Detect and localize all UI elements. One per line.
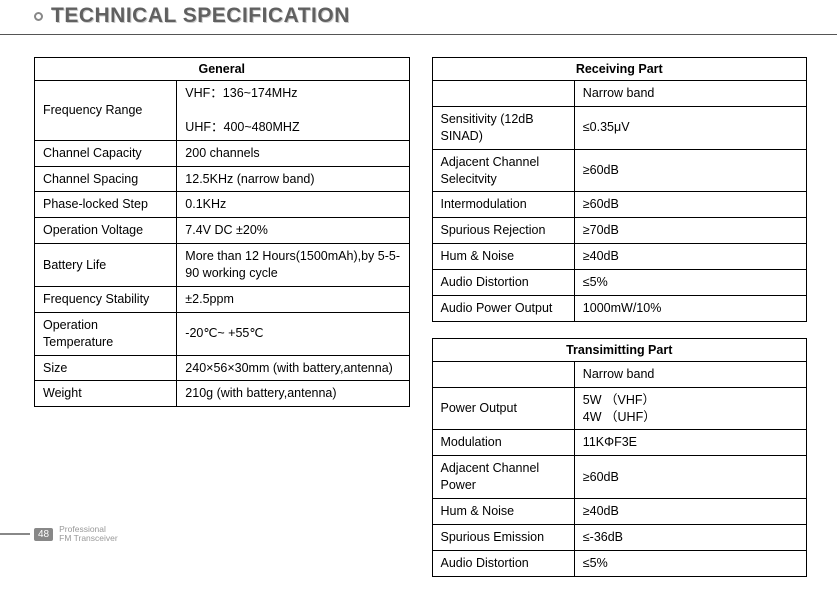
table-row: Weight210g (with battery,antenna): [35, 381, 410, 407]
transmitting-table: Transimitting Part Narrow band Power Out…: [432, 338, 808, 577]
page-header: TECHNICAL SPECIFICATION: [0, 0, 837, 35]
table-row: Channel Spacing12.5KHz (narrow band): [35, 166, 410, 192]
row-label: Spurious Rejection: [432, 218, 574, 244]
table-row: Intermodulation≥60dB: [432, 192, 807, 218]
table-row: Frequency Stability±2.5ppm: [35, 286, 410, 312]
row-label: Hum & Noise: [432, 499, 574, 525]
table-row: Channel Capacity200 channels: [35, 140, 410, 166]
left-column: General Frequency RangeVHF：136~174MHz UH…: [34, 57, 410, 593]
row-value: ≥60dB: [574, 192, 806, 218]
table-row: Spurious Emission≤-36dB: [432, 524, 807, 550]
row-label: Frequency Stability: [35, 286, 177, 312]
table-row: Audio Power Output1000mW/10%: [432, 295, 807, 321]
row-value: ≥40dB: [574, 499, 806, 525]
row-value: 1000mW/10%: [574, 295, 806, 321]
row-label: Audio Distortion: [432, 270, 574, 296]
row-label: Spurious Emission: [432, 524, 574, 550]
transmitting-heading: Transimitting Part: [432, 338, 807, 361]
table-row: Frequency RangeVHF：136~174MHz UHF：400~48…: [35, 81, 410, 141]
general-heading: General: [35, 58, 410, 81]
row-value: ≥70dB: [574, 218, 806, 244]
receiving-heading: Receiving Part: [432, 58, 807, 81]
row-value: 5W （VHF） 4W （UHF）: [574, 387, 806, 430]
footer-text: Professional FM Transceiver: [59, 525, 118, 543]
row-label: Power Output: [432, 387, 574, 430]
row-value: 240×56×30mm (with battery,antenna): [177, 355, 409, 381]
row-value: ≤-36dB: [574, 524, 806, 550]
row-value: VHF：136~174MHz UHF：400~480MHZ: [177, 81, 409, 141]
row-label: Intermodulation: [432, 192, 574, 218]
row-value: ≥40dB: [574, 244, 806, 270]
footer-line2: FM Transceiver: [59, 534, 118, 543]
table-row: Adjacent Channel Selecitvity≥60dB: [432, 149, 807, 192]
row-label: Operation Temperature: [35, 312, 177, 355]
row-label: Hum & Noise: [432, 244, 574, 270]
transmitting-sub: Narrow band: [574, 361, 806, 387]
content-area: General Frequency RangeVHF：136~174MHz UH…: [0, 35, 837, 593]
row-label: Battery Life: [35, 244, 177, 287]
right-column: Receiving Part Narrow band Sensitivity (…: [432, 57, 808, 593]
row-label: Operation Voltage: [35, 218, 177, 244]
receiving-sub: Narrow band: [574, 81, 806, 107]
row-value: More than 12 Hours(1500mAh),by 5-5-90 wo…: [177, 244, 409, 287]
row-value: ±2.5ppm: [177, 286, 409, 312]
table-row: Audio Distortion≤5%: [432, 550, 807, 576]
row-value: 11KΦF3E: [574, 430, 806, 456]
page-number: 48: [34, 528, 53, 541]
row-value: 7.4V DC ±20%: [177, 218, 409, 244]
row-label: Modulation: [432, 430, 574, 456]
table-row: Modulation11KΦF3E: [432, 430, 807, 456]
row-value: ≤5%: [574, 270, 806, 296]
table-row: Operation Temperature-20℃~ +55℃: [35, 312, 410, 355]
row-label: Adjacent Channel Selecitvity: [432, 149, 574, 192]
row-label: Phase-locked Step: [35, 192, 177, 218]
row-label: Channel Spacing: [35, 166, 177, 192]
row-label: Size: [35, 355, 177, 381]
row-value: ≥60dB: [574, 456, 806, 499]
table-row: Sensitivity (12dB SINAD)≤0.35μV: [432, 106, 807, 149]
row-value: 210g (with battery,antenna): [177, 381, 409, 407]
table-row: Battery LifeMore than 12 Hours(1500mAh),…: [35, 244, 410, 287]
table-row: Adjacent Channel Power≥60dB: [432, 456, 807, 499]
header-bullet-icon: [34, 12, 43, 21]
receiving-table: Receiving Part Narrow band Sensitivity (…: [432, 57, 808, 322]
row-label: Sensitivity (12dB SINAD): [432, 106, 574, 149]
row-label: Channel Capacity: [35, 140, 177, 166]
row-label: Frequency Range: [35, 81, 177, 141]
row-value: 12.5KHz (narrow band): [177, 166, 409, 192]
row-value: 200 channels: [177, 140, 409, 166]
table-row: Size240×56×30mm (with battery,antenna): [35, 355, 410, 381]
table-row: Power Output5W （VHF） 4W （UHF）: [432, 387, 807, 430]
row-label: Audio Power Output: [432, 295, 574, 321]
table-row: Operation Voltage7.4V DC ±20%: [35, 218, 410, 244]
footer-bar: [0, 533, 30, 535]
row-label: Adjacent Channel Power: [432, 456, 574, 499]
transmitting-sub-empty: [432, 361, 574, 387]
row-value: ≤0.35μV: [574, 106, 806, 149]
page-footer: 48 Professional FM Transceiver: [0, 525, 118, 543]
row-value: ≥60dB: [574, 149, 806, 192]
table-row: Hum & Noise≥40dB: [432, 499, 807, 525]
table-row: Phase-locked Step0.1KHz: [35, 192, 410, 218]
row-value: 0.1KHz: [177, 192, 409, 218]
page-title: TECHNICAL SPECIFICATION: [51, 4, 350, 28]
row-label: Weight: [35, 381, 177, 407]
row-value: ≤5%: [574, 550, 806, 576]
general-table: General Frequency RangeVHF：136~174MHz UH…: [34, 57, 410, 407]
receiving-sub-empty: [432, 81, 574, 107]
table-row: Spurious Rejection≥70dB: [432, 218, 807, 244]
row-value: -20℃~ +55℃: [177, 312, 409, 355]
row-label: Audio Distortion: [432, 550, 574, 576]
table-row: Hum & Noise≥40dB: [432, 244, 807, 270]
table-row: Audio Distortion≤5%: [432, 270, 807, 296]
